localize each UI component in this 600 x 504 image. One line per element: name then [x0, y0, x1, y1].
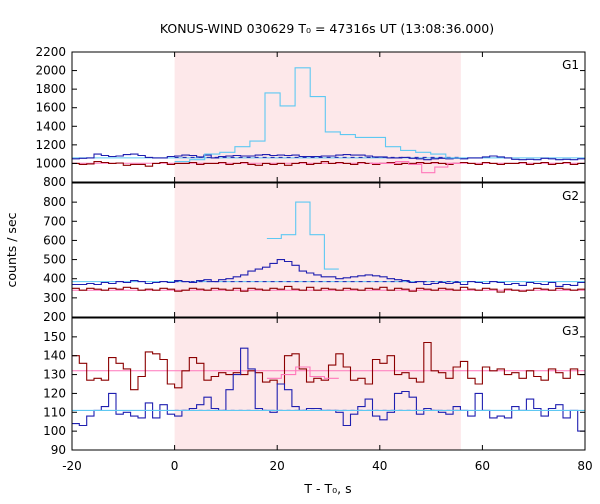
burst-interval-shade [174, 52, 461, 182]
panel-frame [71, 317, 586, 451]
panel-frame [71, 51, 586, 183]
y-tick-label: 90 [51, 443, 66, 457]
panel-frame [71, 182, 586, 318]
panel-g2: 200 300 400 500 600 700 800 G2 [43, 182, 586, 324]
series-dark-red [72, 285, 585, 293]
x-tick-label: 40 [372, 459, 387, 473]
x-tick-label: 60 [475, 459, 490, 473]
x-axis-title: T - T₀, s [303, 481, 351, 496]
y-tick-label: 300 [43, 291, 66, 305]
y-tick-label: 1200 [35, 138, 66, 152]
x-tick-label: 80 [577, 459, 592, 473]
series-blue [72, 259, 585, 287]
y-tick-label: 1600 [35, 101, 66, 115]
y-tick-label: 800 [43, 175, 66, 189]
series-light-blue [266, 201, 339, 270]
y-tick-label: 1400 [35, 119, 66, 133]
series-dark-red [72, 341, 585, 391]
series-pink [369, 161, 461, 174]
burst-interval-shade [174, 183, 461, 317]
panel-label: G2 [562, 189, 579, 203]
y-tick-label: 150 [43, 330, 66, 344]
panel-label: G1 [562, 58, 579, 72]
y-tick-label: 100 [43, 424, 66, 438]
panel-g1: 800 1000 1200 1400 1600 1800 2000 2200 G1 [35, 45, 586, 189]
y-tick-label: 400 [43, 272, 66, 286]
y-tick-label: 600 [43, 233, 66, 247]
series-light-blue [174, 67, 461, 163]
y-tick-label: 800 [43, 195, 66, 209]
x-tick-label: 0 [171, 459, 179, 473]
y-tick-label: 700 [43, 214, 66, 228]
y-tick-label: 120 [43, 386, 66, 400]
series-blue [72, 153, 585, 161]
x-tick-label: -20 [62, 459, 82, 473]
y-tick-label: 2000 [35, 64, 66, 78]
series-dark-red [72, 161, 585, 167]
y-axis-title: counts / sec [4, 212, 19, 287]
x-tick-label: 20 [270, 459, 285, 473]
y-tick-label: 130 [43, 368, 66, 382]
y-tick-label: 110 [43, 405, 66, 419]
y-tick-label: 1000 [35, 156, 66, 170]
y-tick-label: 140 [43, 349, 66, 363]
y-tick-label: 2200 [35, 45, 66, 59]
chart-title: KONUS-WIND 030629 T₀ = 47316s UT (13:08:… [160, 21, 494, 36]
panel-label: G3 [562, 324, 579, 338]
y-tick-label: 200 [43, 310, 66, 324]
y-tick-label: 1800 [35, 82, 66, 96]
y-tick-label: 500 [43, 253, 66, 267]
series-pink [266, 366, 339, 379]
burst-interval-shade [174, 318, 461, 450]
panel-g3: 90 100 110 120 130 140 150 G3 -20 0 20 40 60 80 [43, 317, 593, 473]
